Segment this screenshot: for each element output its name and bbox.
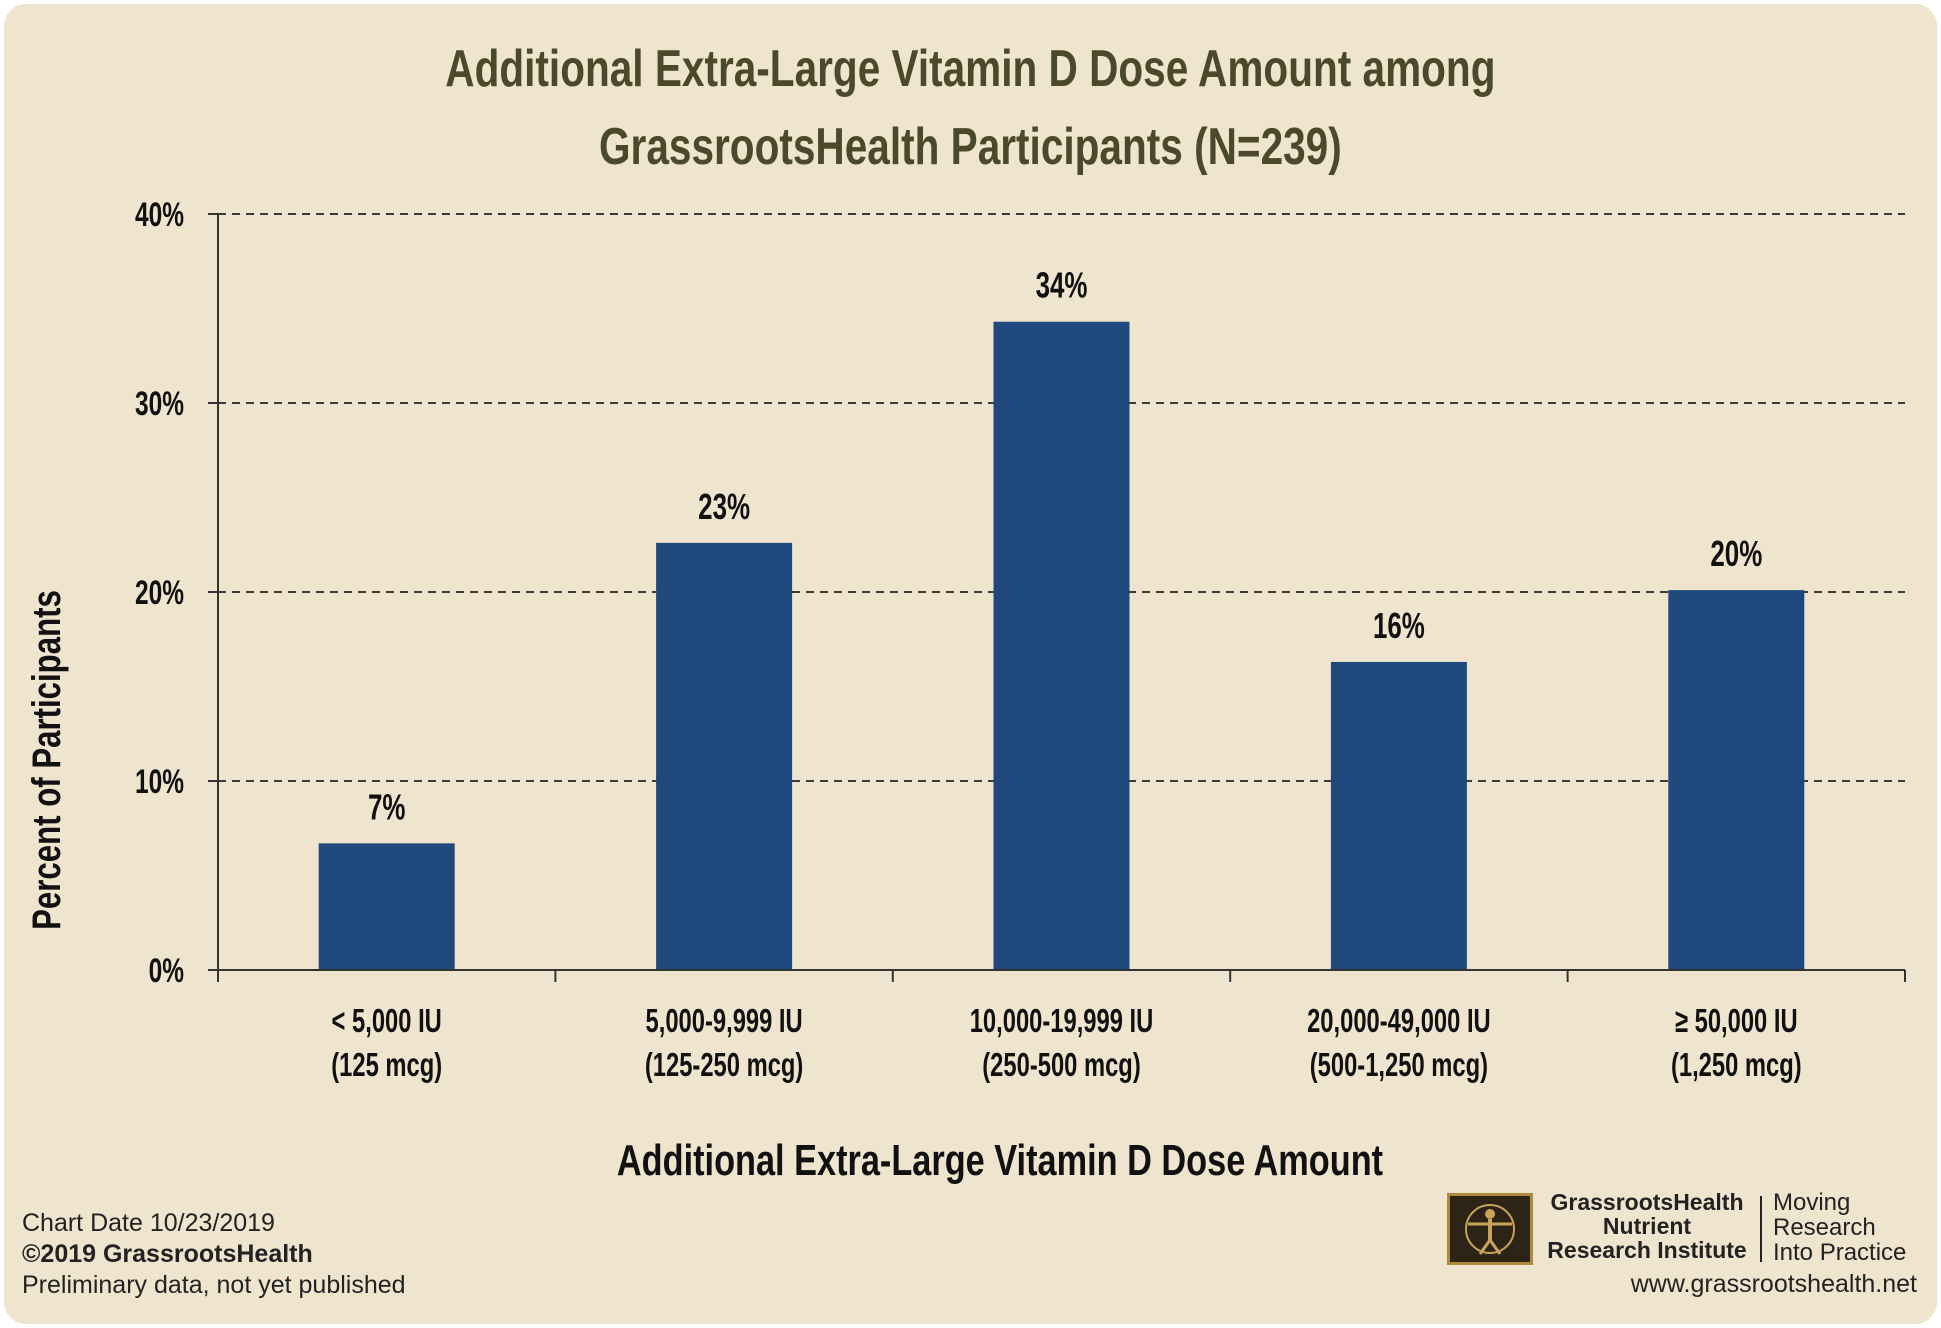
x-tick-sublabel: (125 mcg) <box>331 1047 442 1084</box>
x-tick-label: 20,000-49,000 IU <box>1307 1003 1491 1040</box>
data-label: 20% <box>1710 534 1762 574</box>
y-tick-label: 20% <box>135 574 184 612</box>
brand-tagline: Moving Research Into Practice <box>1773 1190 1923 1265</box>
chart-title-line-2: GrassrootsHealth Participants (N=239) <box>599 118 1342 176</box>
x-tick-label: < 5,000 IU <box>332 1003 442 1040</box>
bar <box>1330 661 1467 970</box>
brand-name-line: Nutrient <box>1602 1213 1692 1239</box>
x-tick-label: 10,000-19,999 IU <box>970 1003 1154 1040</box>
data-label: 23% <box>698 487 750 527</box>
brand-block: GrassrootsHealth Nutrient Research Insti… <box>1447 1190 1917 1310</box>
chart-title: Additional Extra-Large Vitamin D Dose Am… <box>213 30 1727 186</box>
y-axis-label: Percent of Participants <box>24 590 69 930</box>
x-tick-sublabel: (250-500 mcg) <box>982 1047 1140 1084</box>
brand-tagline-line: Moving <box>1773 1189 1851 1216</box>
footer-notes: Chart Date 10/23/2019 ©2019 GrassrootsHe… <box>22 1208 406 1301</box>
brand-tagline-line: Research <box>1773 1214 1876 1241</box>
x-tick-sublabel: (1,250 mcg) <box>1671 1047 1802 1084</box>
data-label: 34% <box>1036 266 1088 306</box>
x-tick-label: ≥ 50,000 IU <box>1675 1003 1798 1040</box>
data-label: 7% <box>368 787 406 827</box>
y-tick-label: 0% <box>149 952 184 990</box>
y-axis-ticks: 0% 10% 20% 30% 40% <box>135 196 218 990</box>
brand-name-line: GrassrootsHealth <box>1550 1189 1744 1215</box>
y-tick-label: 10% <box>135 763 184 801</box>
x-axis-label: Additional Extra-Large Vitamin D Dose Am… <box>617 1136 1383 1185</box>
y-tick-label: 30% <box>135 385 184 423</box>
preliminary-note: Preliminary data, not yet published <box>22 1271 406 1299</box>
chart-date: Chart Date 10/23/2019 <box>22 1209 275 1237</box>
x-tick-sublabel: (500-1,250 mcg) <box>1310 1047 1488 1084</box>
bar <box>1668 590 1805 970</box>
bar <box>318 843 455 970</box>
data-label: 16% <box>1373 606 1425 646</box>
bars <box>318 321 1805 971</box>
brand-tagline-line: Into Practice <box>1773 1239 1907 1266</box>
brand-name: GrassrootsHealth Nutrient Research Insti… <box>1542 1190 1752 1262</box>
x-tick-label: 5,000-9,999 IU <box>646 1003 803 1040</box>
brand-name-line: Research Institute <box>1547 1237 1747 1263</box>
bar <box>656 542 793 970</box>
brand-divider <box>1760 1196 1762 1262</box>
brand-url[interactable]: www.grassrootshealth.net <box>1630 1270 1917 1298</box>
data-labels: 7% 23% 34% 16% 20% <box>368 266 1762 828</box>
chart-title-line-1: Additional Extra-Large Vitamin D Dose Am… <box>445 40 1496 98</box>
x-axis: < 5,000 IU (125 mcg) 5,000-9,999 IU (125-25… <box>217 214 1906 1084</box>
chart-card <box>4 4 1937 1324</box>
bar <box>993 321 1130 971</box>
vitruvian-logo-icon <box>1447 1193 1533 1265</box>
copyright: ©2019 GrassrootsHealth <box>22 1240 313 1268</box>
x-tick-sublabel: (125-250 mcg) <box>645 1047 803 1084</box>
y-tick-label: 40% <box>135 196 184 234</box>
